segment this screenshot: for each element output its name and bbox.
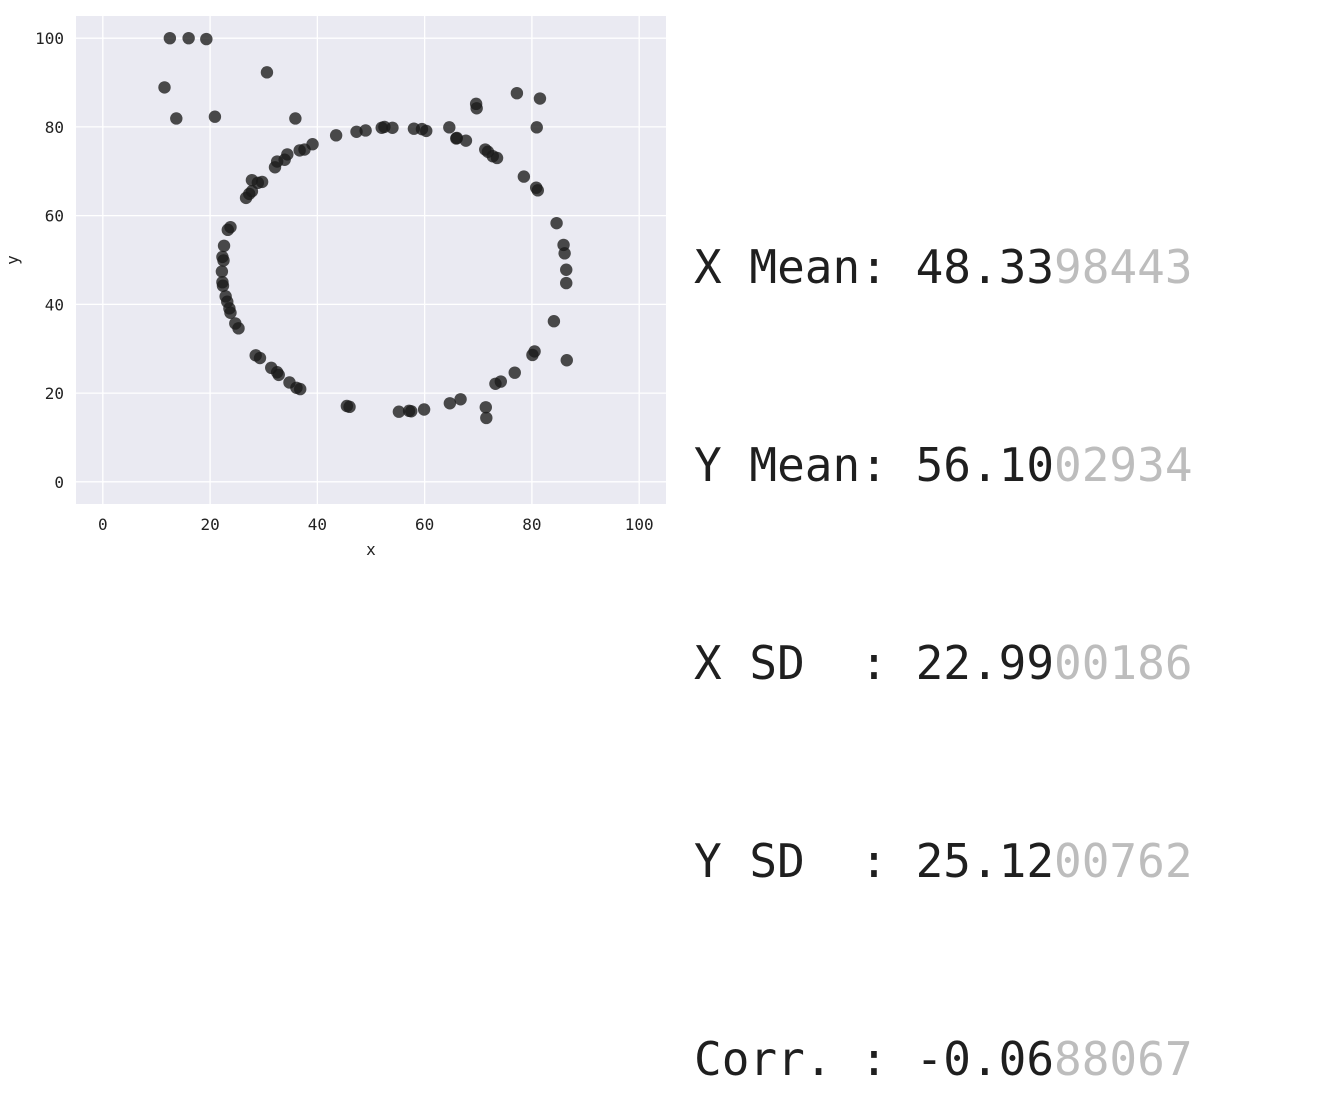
data-point bbox=[480, 411, 493, 425]
stat-value-faded-digits: 88067 bbox=[1054, 1032, 1193, 1086]
data-point bbox=[239, 191, 253, 205]
stat-value-faded-digits: 00186 bbox=[1054, 636, 1193, 690]
data-point bbox=[343, 400, 356, 414]
data-point bbox=[329, 129, 343, 142]
data-point bbox=[253, 351, 267, 365]
stat-row-y-sd: Y SD : 25.1200762 bbox=[694, 828, 1193, 894]
data-point bbox=[443, 121, 456, 134]
stat-value-faded-digits: 98443 bbox=[1054, 240, 1193, 294]
data-point bbox=[208, 110, 222, 123]
stat-label: X SD : bbox=[694, 636, 916, 690]
data-point bbox=[170, 112, 183, 125]
data-point bbox=[215, 265, 229, 278]
stat-row-correlation: Corr. : -0.0688067 bbox=[694, 1026, 1193, 1092]
data-point bbox=[417, 403, 431, 416]
scatter-chart: 0 20 40 60 80 100 0 20 40 60 80 100 x y bbox=[3, 16, 666, 558]
tick-labels: 0 20 40 60 80 100 0 20 40 60 80 100 bbox=[35, 29, 654, 534]
data-point bbox=[221, 223, 234, 237]
data-point bbox=[550, 216, 563, 230]
grid-lines bbox=[76, 16, 666, 504]
x-tick-label: 20 bbox=[200, 515, 219, 534]
data-point bbox=[293, 144, 306, 157]
stat-row-x-mean: X Mean: 48.3398443 bbox=[694, 234, 1193, 300]
x-tick-label: 100 bbox=[625, 515, 654, 534]
y-tick-label: 40 bbox=[45, 295, 64, 314]
data-point bbox=[528, 345, 541, 358]
stat-row-y-mean: Y Mean: 56.1002934 bbox=[694, 432, 1193, 498]
y-tick-label: 20 bbox=[45, 384, 64, 403]
x-tick-label: 60 bbox=[415, 515, 434, 534]
data-point bbox=[443, 397, 457, 410]
plot-background bbox=[76, 16, 666, 504]
y-tick-label: 80 bbox=[45, 118, 64, 137]
stat-value: 25.12 bbox=[915, 834, 1055, 888]
summary-statistics: X Mean: 48.3398443 Y Mean: 56.1002934 X … bbox=[694, 102, 1193, 1116]
stat-label: Y SD : bbox=[694, 834, 916, 888]
data-point bbox=[260, 66, 274, 79]
data-point bbox=[560, 354, 573, 367]
x-axis-title: x bbox=[366, 540, 376, 558]
data-point bbox=[216, 279, 230, 292]
data-point bbox=[530, 181, 543, 194]
data-point bbox=[470, 102, 483, 115]
data-point bbox=[158, 81, 171, 94]
data-point bbox=[533, 92, 547, 105]
stat-row-x-sd: X SD : 22.9900186 bbox=[694, 630, 1193, 696]
stat-value-faded-digits: 00762 bbox=[1054, 834, 1193, 888]
data-point bbox=[560, 276, 573, 290]
stat-value: 22.99 bbox=[915, 636, 1055, 690]
x-tick-label: 80 bbox=[522, 515, 541, 534]
data-point bbox=[490, 151, 504, 165]
y-tick-label: 100 bbox=[35, 29, 64, 48]
data-point bbox=[217, 254, 230, 267]
stat-label: X Mean: bbox=[694, 240, 916, 294]
y-axis-title: y bbox=[3, 255, 22, 265]
data-point bbox=[557, 238, 570, 252]
data-point bbox=[200, 32, 213, 46]
data-point bbox=[289, 112, 302, 125]
stat-value-faded-digits: 02934 bbox=[1054, 438, 1193, 492]
data-point bbox=[232, 322, 245, 335]
data-point bbox=[494, 375, 507, 388]
stat-label: Corr. : bbox=[694, 1032, 916, 1086]
data-point bbox=[510, 86, 524, 100]
y-tick-label: 0 bbox=[54, 473, 64, 492]
data-point bbox=[560, 263, 573, 276]
data-point bbox=[508, 366, 521, 379]
data-point bbox=[224, 306, 237, 319]
stat-value: 48.33 bbox=[915, 240, 1055, 294]
data-point bbox=[547, 315, 561, 328]
data-point bbox=[272, 368, 285, 382]
data-point bbox=[350, 125, 363, 138]
data-point bbox=[163, 31, 177, 45]
data-point bbox=[459, 134, 473, 147]
data-point bbox=[479, 401, 492, 414]
y-tick-label: 60 bbox=[45, 207, 64, 226]
data-point bbox=[392, 405, 406, 418]
data-point bbox=[454, 393, 467, 406]
x-tick-label: 40 bbox=[308, 515, 327, 534]
data-point bbox=[386, 121, 399, 134]
data-point bbox=[359, 124, 372, 137]
data-point bbox=[517, 170, 531, 183]
data-points bbox=[158, 31, 573, 425]
data-point bbox=[217, 239, 231, 253]
data-point bbox=[530, 121, 543, 134]
data-point bbox=[294, 382, 307, 396]
data-point bbox=[245, 173, 259, 187]
stat-label: Y Mean: bbox=[694, 438, 916, 492]
stat-value: 56.10 bbox=[915, 438, 1055, 492]
x-tick-label: 0 bbox=[98, 515, 108, 534]
data-point bbox=[420, 124, 433, 138]
data-point bbox=[182, 31, 195, 45]
stat-value: -0.06 bbox=[915, 1032, 1055, 1086]
data-point bbox=[268, 161, 282, 174]
data-point bbox=[405, 405, 418, 418]
